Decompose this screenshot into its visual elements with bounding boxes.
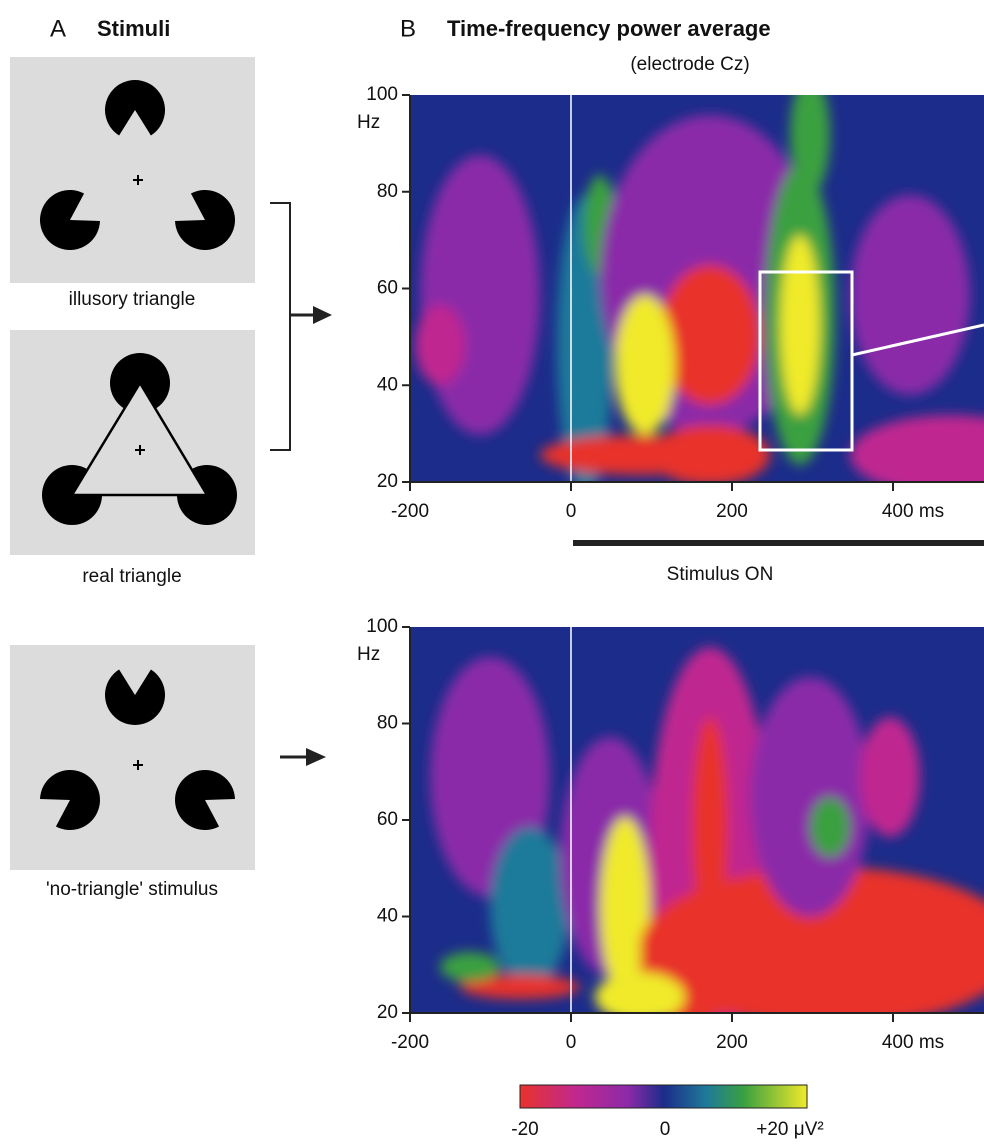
heatmap-region (860, 717, 920, 837)
heatmap-region (750, 677, 870, 917)
fixation-cross (133, 175, 143, 185)
y-tick-label: 40 (377, 906, 398, 927)
heatmap-region (790, 95, 830, 195)
heatmap-region (540, 435, 740, 475)
x-tick-label: 400 ms (882, 501, 944, 522)
heatmap-field (430, 647, 984, 1013)
y-tick-label: 80 (377, 181, 398, 202)
x-tick-label: -200 (391, 501, 429, 522)
panel-label: A (50, 15, 66, 42)
stimulus-bar-label: Stimulus ON (667, 564, 774, 585)
y-unit: Hz (357, 112, 380, 133)
y-unit: Hz (357, 644, 380, 665)
stimulus-box (10, 645, 255, 870)
inducer (105, 669, 166, 725)
highlight-pointer (851, 323, 984, 357)
x-tick-label: 200 (716, 501, 748, 522)
highlight-box (758, 270, 854, 452)
stimulus-bar (573, 540, 984, 546)
inducer (175, 770, 235, 830)
inducer (40, 190, 100, 250)
heatmap-region (595, 972, 685, 1013)
heatmap-region (490, 827, 570, 987)
inducer (105, 79, 165, 136)
heatmap-region (600, 817, 650, 997)
panel-subtitle: (electrode Cz) (630, 54, 749, 75)
heatmap-region (420, 155, 540, 435)
heatmap-region (780, 235, 820, 415)
y-tick-label: 80 (377, 713, 398, 734)
inducer (40, 770, 100, 830)
colorbar-label: 0 (660, 1119, 671, 1140)
stimulus-caption: illusory triangle (69, 289, 196, 310)
y-tick-label: 20 (377, 471, 398, 492)
y-tick-label: 60 (377, 809, 398, 830)
colorbar-label: -20 (511, 1119, 538, 1140)
y-tick-label: 60 (377, 278, 398, 299)
x-tick-label: -200 (391, 1032, 429, 1053)
heatmap-region (440, 952, 500, 982)
y-tick-label: 100 (366, 84, 398, 105)
heatmap-region (810, 797, 850, 857)
heatmap-field (415, 95, 984, 482)
triangle (69, 380, 210, 497)
arrow-head (313, 306, 332, 324)
x-tick-label: 0 (566, 1032, 577, 1053)
fixation-cross (135, 445, 145, 455)
x-tick-label: 0 (566, 501, 577, 522)
panel-label: B (400, 15, 416, 42)
fixation-cross (133, 760, 143, 770)
arrow-head (306, 748, 326, 766)
heatmap-region (692, 717, 728, 937)
colorbar (519, 1084, 808, 1109)
heatmap-region (660, 265, 760, 405)
y-tick-label: 100 (366, 616, 398, 637)
heatmap (410, 627, 984, 1013)
inducer (175, 189, 236, 250)
heatmap-region (460, 975, 580, 999)
heatmap-region (615, 295, 675, 435)
heatmap-region (415, 305, 465, 385)
panel-title: Stimuli (97, 16, 170, 41)
heatmap-region (850, 195, 970, 395)
stimulus-caption: 'no-triangle' stimulus (46, 879, 218, 900)
y-tick-label: 20 (377, 1002, 398, 1023)
heatmap-region (850, 415, 984, 482)
stimulus-caption: real triangle (82, 566, 181, 587)
x-tick-label: 400 ms (882, 1032, 944, 1053)
colorbar-label: +20 μV² (756, 1119, 823, 1140)
panel-title: Time-frequency power average (447, 16, 771, 41)
heatmap (410, 95, 984, 482)
x-tick-label: 200 (716, 1032, 748, 1053)
bracket (270, 202, 291, 451)
y-tick-label: 40 (377, 374, 398, 395)
